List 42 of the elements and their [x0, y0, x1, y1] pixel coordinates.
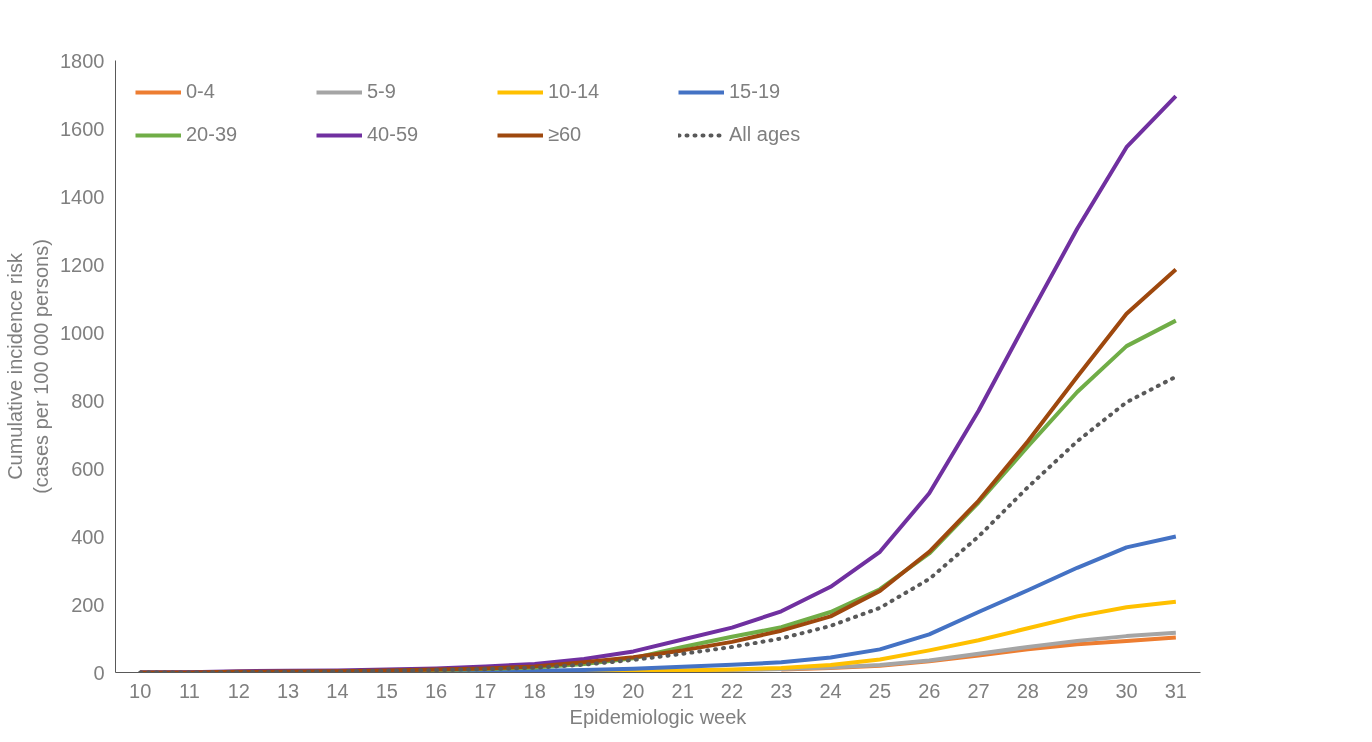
x-tick-label: 31: [1164, 679, 1187, 702]
x-tick-label: 10: [129, 679, 152, 702]
x-tick-label: 19: [572, 679, 596, 702]
x-tick-label: 17: [474, 679, 497, 702]
y-tick-label: 1400: [60, 185, 105, 208]
legend-label: 10-14: [548, 80, 601, 103]
y-tick-label: 1600: [60, 117, 105, 140]
x-tick-label: 24: [819, 679, 842, 702]
legend-label: 20-39: [186, 123, 239, 146]
legend-label: 0-4: [186, 80, 216, 103]
legend-label: ≥60: [548, 123, 583, 146]
y-tick-label: 1800: [60, 49, 105, 72]
x-tick-label: 12: [227, 679, 250, 702]
x-tick-label: 18: [523, 679, 546, 702]
x-tick-label: 11: [179, 679, 200, 702]
y-tick-label: 600: [71, 457, 105, 480]
x-tick-label: 26: [918, 679, 941, 702]
x-axis-title: Epidemiologic week: [569, 705, 748, 728]
x-tick-label: 13: [276, 679, 300, 702]
y-tick-label: 1000: [60, 321, 105, 344]
x-tick-label: 25: [868, 679, 892, 702]
x-tick-label: 22: [720, 679, 744, 702]
y-tick-label: 400: [71, 525, 105, 548]
x-tick-label: 23: [770, 679, 793, 702]
legend-label: 40-59: [367, 123, 420, 146]
x-tick-label: 29: [1066, 679, 1089, 702]
x-tick-label: 28: [1016, 679, 1040, 702]
y-tick-label: 200: [71, 593, 105, 616]
x-tick-label: 14: [326, 679, 349, 702]
x-tick-label: 30: [1115, 679, 1138, 702]
y-tick-label: 1200: [60, 253, 105, 276]
x-tick-label: 27: [967, 679, 990, 702]
x-tick-label: 21: [671, 679, 694, 702]
legend-label: 5-9: [367, 80, 397, 103]
legend-label: 15-19: [729, 80, 782, 103]
y-tick-label: 0: [93, 661, 105, 684]
y-tick-label: 800: [71, 389, 105, 412]
y-axis-title: Cumulative incidence risk (cases per 100 000 persons): [3, 239, 53, 494]
x-tick-label: 15: [375, 679, 398, 702]
x-tick-label: 20: [622, 679, 645, 702]
legend-label: All ages: [729, 123, 802, 146]
x-tick-label: 16: [424, 679, 448, 702]
